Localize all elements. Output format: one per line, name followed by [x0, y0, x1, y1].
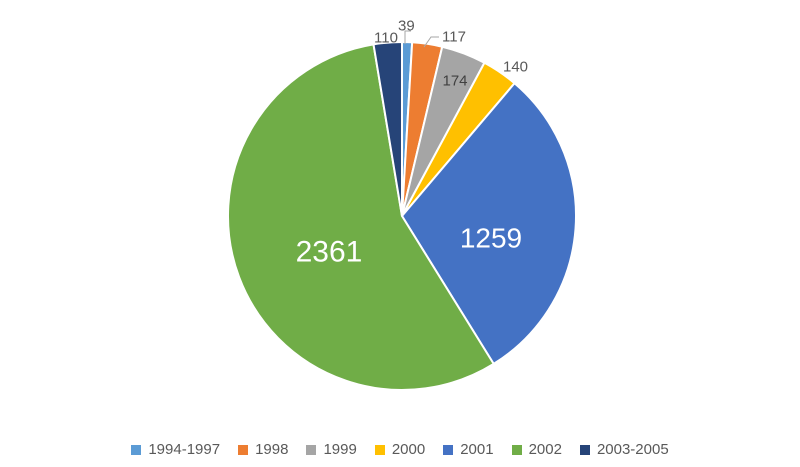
legend-swatch [374, 444, 385, 455]
legend-item-1999: 1999 [306, 441, 357, 458]
legend-swatch [579, 444, 590, 455]
legend-label: 2003-2005 [596, 441, 669, 458]
legend-item-2001: 2001 [443, 441, 494, 458]
pie-slice-2001 [401, 82, 577, 365]
data-labels: 39 117 174 140 1259 2361 110 [296, 18, 528, 269]
legend-swatch [511, 444, 522, 455]
leader-line-1998 [423, 36, 439, 48]
legend-label: 2002 [528, 441, 562, 458]
data-label-2003-2005: 110 [374, 30, 398, 47]
leader-line-1994-1997 [404, 30, 411, 44]
data-label-1994-1997: 39 [398, 18, 415, 35]
data-label-2000: 140 [503, 59, 528, 76]
pie-slice-2002 [227, 43, 495, 391]
legend-swatch [238, 444, 249, 455]
legend-item-1998: 1998 [238, 441, 288, 458]
data-label-1999: 174 [442, 73, 467, 90]
legend-label: 1998 [255, 441, 289, 458]
leader-lines [404, 30, 439, 48]
legend-swatch [306, 444, 317, 455]
pie-slices [227, 41, 577, 391]
legend-item-1994-1997: 1994-1997 [131, 441, 220, 458]
legend-swatch [131, 444, 142, 455]
data-label-1998: 117 [442, 29, 466, 46]
legend-item-2000: 2000 [374, 441, 426, 458]
pie-slice-2003-2005 [372, 41, 403, 217]
legend-label: 2000 [391, 441, 426, 458]
legend: 1994-1997 1998 1999 2000 2001 2002 2003-2005 [0, 441, 800, 458]
data-label-2001: 1259 [460, 223, 522, 254]
legend-label: 1999 [323, 441, 357, 458]
data-label-2002: 2361 [296, 236, 363, 269]
legend-item-2002: 2002 [511, 441, 562, 458]
legend-label: 2001 [460, 441, 494, 458]
legend-item-2003-2005: 2003-2005 [579, 441, 669, 458]
legend-swatch [443, 444, 454, 455]
legend-label: 1994-1997 [148, 441, 221, 458]
